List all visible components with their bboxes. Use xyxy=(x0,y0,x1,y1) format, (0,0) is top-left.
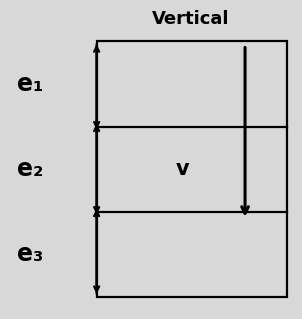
Text: e₁: e₁ xyxy=(17,72,43,96)
Text: v: v xyxy=(175,159,189,179)
Text: e₃: e₃ xyxy=(17,242,43,266)
Bar xyxy=(97,41,287,297)
Text: Vertical: Vertical xyxy=(152,10,229,27)
Text: e₂: e₂ xyxy=(17,157,43,181)
